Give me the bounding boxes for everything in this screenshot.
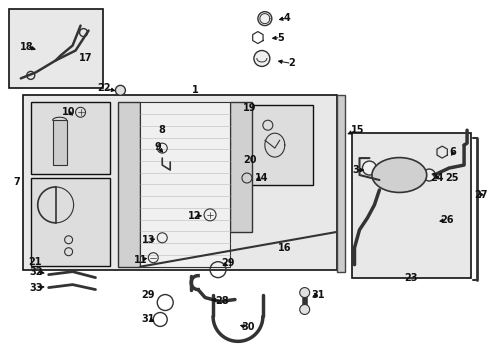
- Bar: [53, 120, 66, 165]
- Bar: [238, 105, 312, 185]
- Text: 29: 29: [141, 289, 155, 300]
- Bar: [336, 95, 344, 272]
- Text: 21: 21: [28, 257, 41, 267]
- Bar: [229, 102, 251, 232]
- Bar: [118, 102, 140, 267]
- Circle shape: [423, 169, 434, 181]
- Ellipse shape: [371, 158, 426, 193]
- Circle shape: [299, 305, 309, 315]
- Circle shape: [253, 50, 269, 67]
- Bar: [31, 102, 110, 174]
- Text: 8: 8: [159, 125, 165, 135]
- Text: 6: 6: [449, 147, 456, 157]
- Circle shape: [115, 85, 125, 95]
- Bar: [23, 95, 336, 270]
- Bar: [31, 178, 110, 266]
- Text: 3: 3: [351, 165, 358, 175]
- Text: 9: 9: [155, 142, 162, 152]
- Text: 28: 28: [215, 296, 228, 306]
- Text: 12: 12: [188, 211, 202, 221]
- Bar: [140, 102, 229, 267]
- Text: 22: 22: [98, 84, 111, 93]
- Text: 23: 23: [404, 273, 417, 283]
- Text: 18: 18: [20, 41, 34, 51]
- Circle shape: [257, 12, 271, 26]
- Text: 32: 32: [29, 267, 42, 276]
- Text: 31: 31: [310, 289, 324, 300]
- Text: 31: 31: [141, 314, 155, 324]
- Text: 26: 26: [440, 215, 453, 225]
- Text: 2: 2: [288, 58, 295, 68]
- Text: 30: 30: [241, 323, 254, 332]
- Text: 10: 10: [62, 107, 75, 117]
- Circle shape: [299, 288, 309, 298]
- Text: 1: 1: [191, 85, 198, 95]
- Text: 13: 13: [141, 235, 155, 245]
- Text: 20: 20: [243, 155, 256, 165]
- Text: 33: 33: [29, 283, 42, 293]
- Text: 16: 16: [278, 243, 291, 253]
- Text: 27: 27: [473, 190, 487, 200]
- Text: 11: 11: [133, 255, 147, 265]
- Bar: [9, 9, 103, 88]
- Circle shape: [362, 161, 376, 175]
- Text: 25: 25: [445, 173, 458, 183]
- Text: 15: 15: [350, 125, 364, 135]
- Text: 29: 29: [221, 258, 234, 268]
- Text: 4: 4: [283, 13, 289, 23]
- Bar: [351, 133, 470, 278]
- Text: 24: 24: [429, 173, 443, 183]
- Text: 19: 19: [243, 103, 256, 113]
- Text: 5: 5: [277, 32, 284, 42]
- Text: 7: 7: [13, 177, 20, 187]
- Text: 17: 17: [79, 54, 92, 63]
- Text: 14: 14: [255, 173, 268, 183]
